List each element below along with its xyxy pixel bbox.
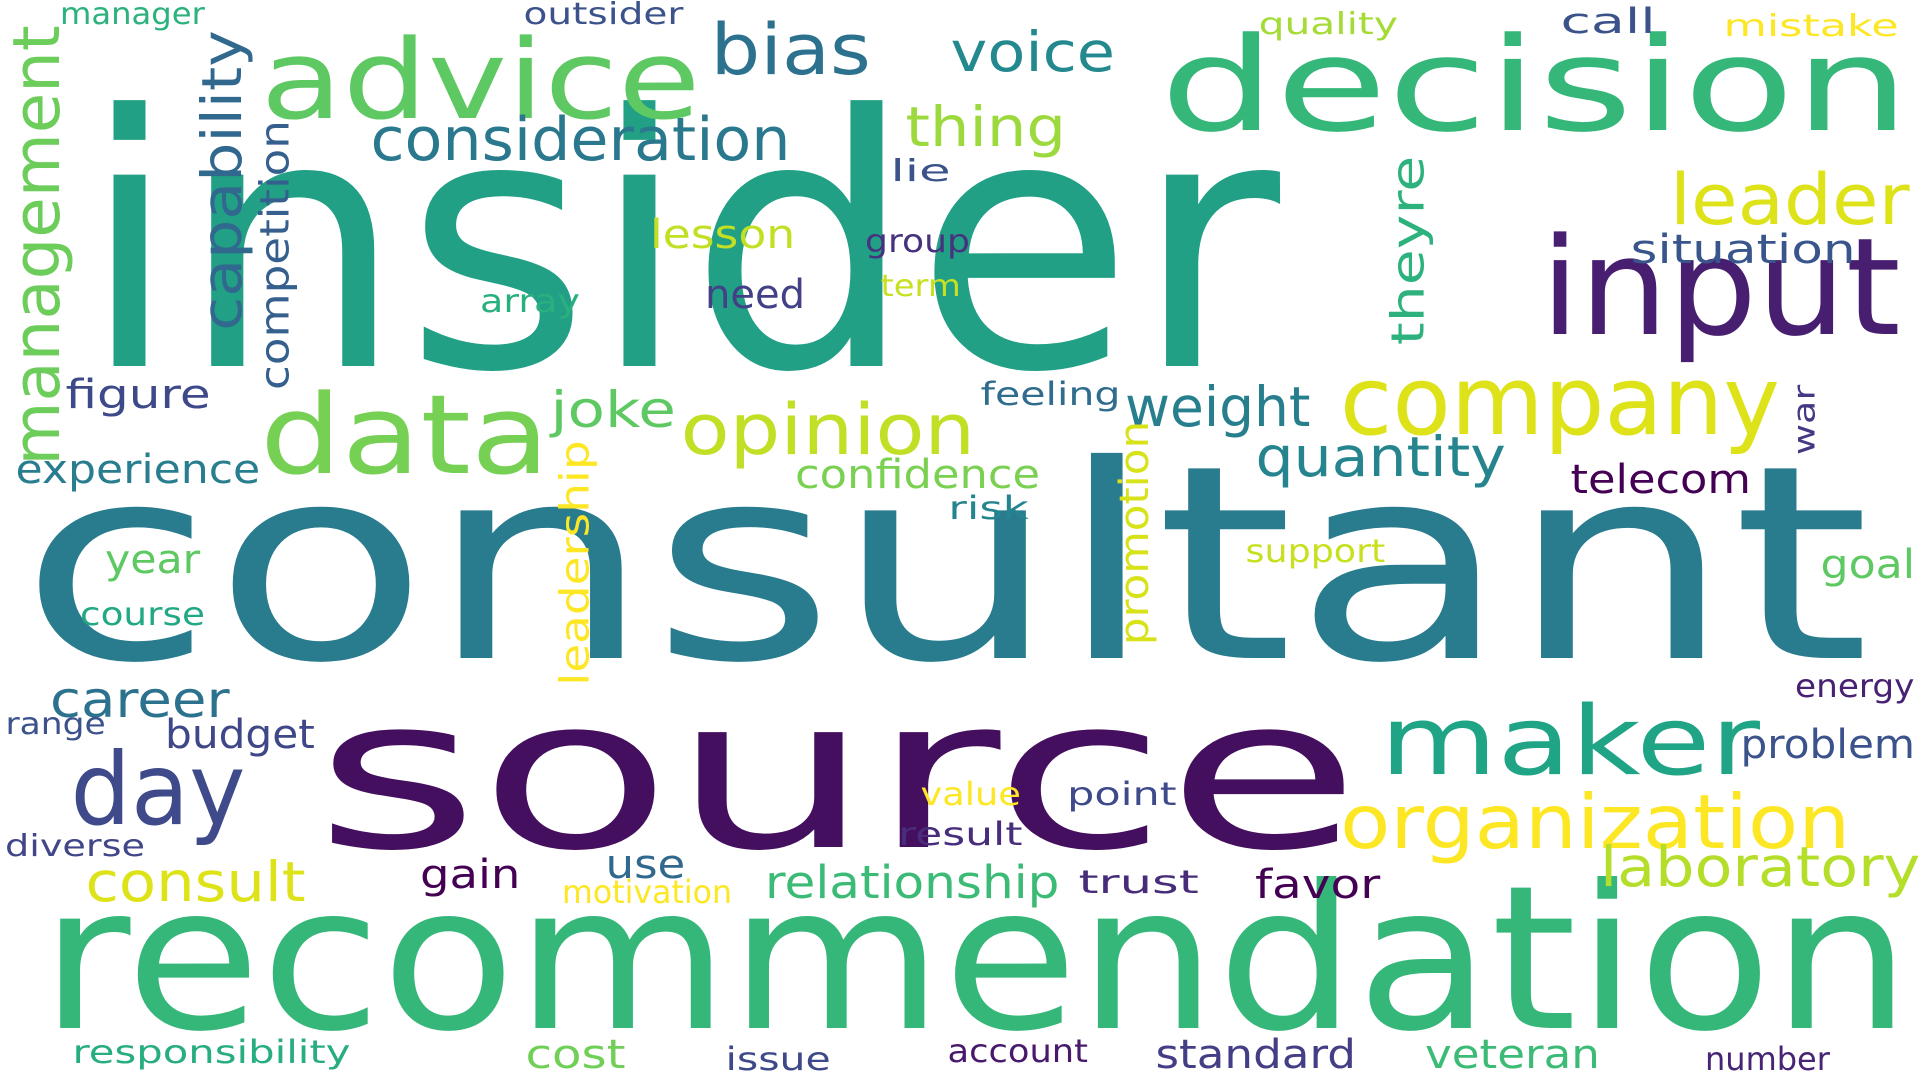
word: issue xyxy=(724,1040,831,1078)
word: standard xyxy=(1154,1032,1356,1078)
word: call xyxy=(1559,2,1656,42)
word: value xyxy=(919,775,1021,813)
word: lesson xyxy=(649,212,796,258)
word: source xyxy=(315,652,1361,897)
word: account xyxy=(946,1032,1088,1070)
word: situation xyxy=(1629,227,1856,273)
word: career xyxy=(50,671,230,729)
word: manager xyxy=(60,0,205,32)
word: lie xyxy=(889,154,951,189)
word: budget xyxy=(165,712,315,758)
word: goal xyxy=(1820,542,1915,588)
word: course xyxy=(80,595,205,633)
word: promotion xyxy=(1111,420,1158,645)
word: array xyxy=(480,282,580,320)
word: consideration xyxy=(369,105,791,175)
word: organization xyxy=(1340,778,1851,866)
word: thing xyxy=(904,95,1066,159)
word: bias xyxy=(709,9,871,91)
word: mistake xyxy=(1722,9,1899,44)
word: gain xyxy=(419,852,521,898)
word: day xyxy=(70,731,245,848)
word: result xyxy=(898,815,1023,853)
word: responsibility xyxy=(72,1033,351,1071)
word: problem xyxy=(1740,722,1915,768)
word: experience xyxy=(14,447,260,493)
word: outsider xyxy=(522,0,683,32)
word: year xyxy=(105,537,201,583)
word: decision xyxy=(1160,9,1910,161)
word: feeling xyxy=(980,375,1120,413)
word: favor xyxy=(1254,862,1381,908)
word: energy xyxy=(1795,667,1915,705)
word: trust xyxy=(1077,863,1199,901)
word: point xyxy=(1067,775,1177,813)
word: capability xyxy=(190,29,255,331)
word: leader xyxy=(1670,159,1910,241)
word: consultant xyxy=(19,407,1870,722)
word: advice xyxy=(259,16,701,144)
word: motivation xyxy=(562,873,732,911)
word: war xyxy=(1787,384,1823,456)
word: company xyxy=(1339,347,1780,457)
word: confidence xyxy=(794,452,1040,498)
word: range xyxy=(5,707,106,742)
word: opinion xyxy=(680,389,975,471)
word: telecom xyxy=(1569,457,1751,503)
word: figure xyxy=(64,372,211,418)
word: input xyxy=(1540,209,1901,366)
word: competition xyxy=(251,120,298,390)
word: management xyxy=(0,24,76,466)
word: weight xyxy=(1125,375,1311,439)
word: relationship xyxy=(765,856,1060,909)
word: need xyxy=(705,272,805,318)
word: quality xyxy=(1258,7,1398,42)
word: cost xyxy=(524,1032,626,1078)
word: term xyxy=(879,269,961,304)
word: recommendation xyxy=(39,843,1911,1076)
word: laboratory xyxy=(1599,835,1920,899)
word: maker xyxy=(1379,687,1760,797)
word: number xyxy=(1705,1040,1830,1078)
word: group xyxy=(865,222,970,260)
word: use xyxy=(605,842,685,888)
word: insider xyxy=(79,41,1281,449)
word: leadership xyxy=(552,439,599,686)
word: veteran xyxy=(1425,1032,1600,1078)
word: theyre xyxy=(1380,155,1434,345)
word: data xyxy=(260,371,550,499)
word: diverse xyxy=(4,829,146,864)
word: consult xyxy=(84,850,306,914)
word: joke xyxy=(549,381,676,439)
word: quantity xyxy=(1254,425,1506,489)
word: support xyxy=(1245,532,1385,570)
word: voice xyxy=(950,20,1115,84)
word: risk xyxy=(947,489,1029,527)
